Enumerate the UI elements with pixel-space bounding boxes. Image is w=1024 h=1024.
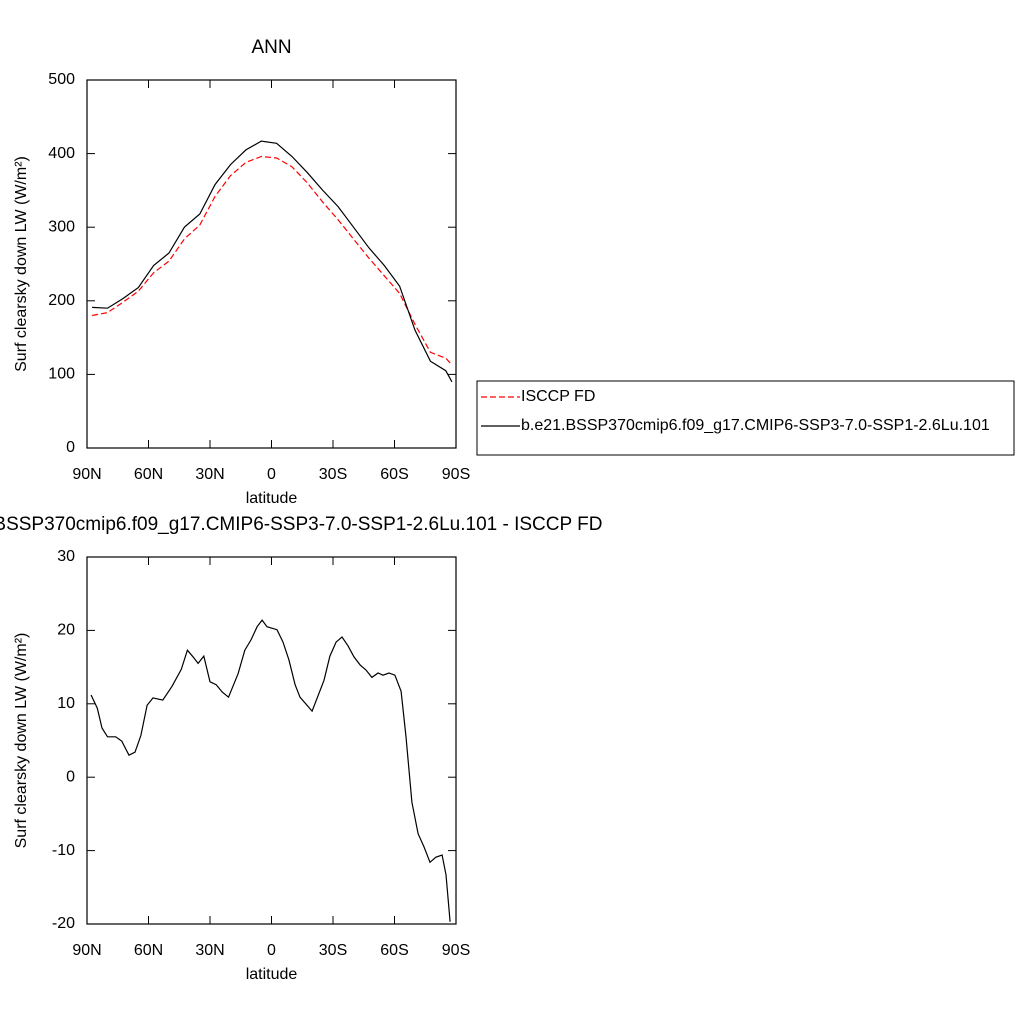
x-tick-label: 60S (380, 942, 408, 959)
x-tick-label: 60N (134, 942, 163, 959)
y-axis-label: Surf clearsky down LW (W/m²) (13, 156, 30, 372)
data-line (90, 619, 451, 922)
y-tick-label: 30 (57, 548, 75, 565)
x-tick-label: 30S (319, 942, 347, 959)
x-tick-label: 60N (134, 466, 163, 483)
plot-frame (86, 556, 457, 925)
data-line (91, 155, 453, 366)
y-tick-label: 500 (48, 71, 75, 88)
legend-label: ISCCP FD (521, 388, 595, 405)
legend-box (476, 380, 1015, 456)
x-tick-label: 90S (442, 466, 470, 483)
chart-title: ANN (251, 37, 291, 58)
x-tick-label: 60S (380, 466, 408, 483)
x-axis-label: latitude (246, 490, 298, 507)
legend-label: b.e21.BSSP370cmip6.f09_g17.CMIP6-SSP3-7.… (521, 417, 990, 434)
x-tick-label: 30N (195, 942, 224, 959)
x-tick-label: 30N (195, 466, 224, 483)
data-line (92, 140, 453, 383)
x-tick-label: 0 (267, 942, 276, 959)
plot-frame (86, 79, 457, 449)
x-axis-label: latitude (246, 966, 298, 983)
y-tick-label: 20 (57, 622, 75, 639)
y-tick-label: 100 (48, 366, 75, 383)
y-tick-label: 200 (48, 292, 75, 309)
y-tick-label: 10 (57, 695, 75, 712)
y-tick-label: -10 (52, 842, 75, 859)
y-tick-label: 300 (48, 218, 75, 235)
x-tick-label: 0 (267, 466, 276, 483)
x-tick-label: 90N (72, 942, 101, 959)
chart-title: b.e21.BSSP370cmip6.f09_g17.CMIP6-SSP3-7.… (0, 514, 602, 535)
x-tick-label: 90S (442, 942, 470, 959)
y-tick-label: -20 (52, 915, 75, 932)
y-axis-label: Surf clearsky down LW (W/m²) (13, 633, 30, 849)
y-tick-label: 400 (48, 145, 75, 162)
y-tick-label: 0 (66, 439, 75, 456)
y-tick-label: 0 (66, 768, 75, 785)
x-tick-label: 30S (319, 466, 347, 483)
x-tick-label: 90N (72, 466, 101, 483)
